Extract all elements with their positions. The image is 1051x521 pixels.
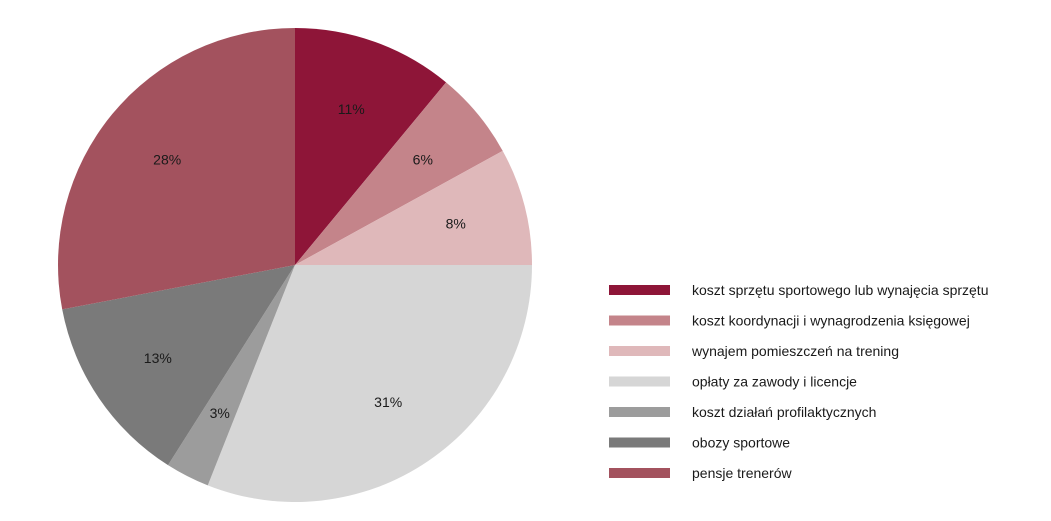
slice-value-label: 3%	[210, 405, 230, 421]
legend-label: koszt działań profilaktycznych	[692, 404, 876, 420]
legend-label: wynajem pomieszczeń na trening	[691, 343, 899, 359]
legend-label: pensje trenerów	[692, 465, 793, 481]
legend-label: opłaty za zawody i licencje	[692, 374, 857, 390]
pie-slices	[58, 28, 532, 503]
legend-swatch	[609, 437, 670, 448]
legend-swatch	[609, 376, 670, 387]
pie-slice-4	[207, 265, 532, 503]
pie-slice-2	[295, 82, 503, 265]
pie-slice-7	[58, 28, 296, 310]
pie-slice-3	[295, 150, 532, 265]
slice-value-label: 11%	[338, 101, 365, 117]
legend-swatch	[609, 468, 670, 478]
slice-value-label: 13%	[144, 350, 172, 366]
legend-swatch	[609, 285, 670, 295]
slice-value-label: 6%	[413, 151, 433, 167]
slice-value-label: 8%	[446, 216, 466, 232]
legend-label: obozy sportowe	[692, 435, 790, 451]
legend-label: koszt koordynacji i wynagrodzenia księgo…	[692, 313, 970, 329]
legend: koszt sprzętu sportowego lub wynajęcia s…	[609, 282, 988, 481]
legend-label: koszt sprzętu sportowego lub wynajęcia s…	[692, 282, 988, 298]
slice-value-label: 31%	[374, 394, 402, 410]
slice-value-label: 28%	[153, 151, 181, 167]
legend-swatch	[609, 407, 670, 417]
pie-slice-6	[62, 265, 296, 466]
pie-slice-5	[168, 265, 295, 486]
legend-swatch	[609, 315, 670, 326]
slice-labels: 11% 6% 8% 31% 3% 13% 28%	[144, 101, 466, 421]
legend-swatch	[609, 346, 670, 356]
pie-slice-1	[295, 28, 447, 265]
